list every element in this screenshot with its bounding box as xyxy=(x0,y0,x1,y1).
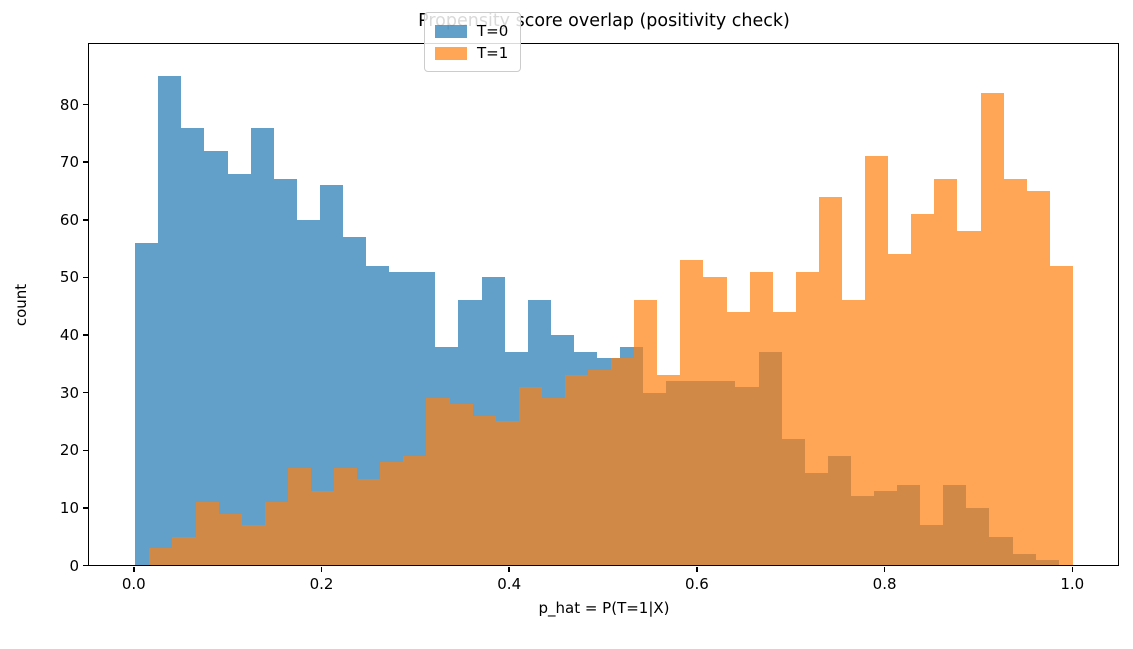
plot-area xyxy=(90,45,1119,566)
x-axis-tick xyxy=(508,567,510,572)
legend-swatch-t0-icon xyxy=(435,24,467,38)
histogram-bar-t1 xyxy=(1049,265,1073,566)
histogram-bar-t1 xyxy=(495,421,519,566)
y-axis-tick xyxy=(83,219,88,221)
histogram-bar-t1 xyxy=(195,502,219,566)
y-axis-tick-label: 80 xyxy=(59,95,79,114)
histogram-bar-t1 xyxy=(334,467,358,566)
x-axis-tick-label: 0.2 xyxy=(309,574,334,593)
histogram-bar-t1 xyxy=(772,312,796,566)
x-axis-tick-label: 0.8 xyxy=(872,574,897,593)
histogram-bar-t0 xyxy=(227,173,251,566)
y-axis-tick-label: 60 xyxy=(59,210,79,229)
histogram-bar-t0 xyxy=(204,150,228,566)
x-axis-tick xyxy=(883,567,886,572)
histogram-bar-t1 xyxy=(472,415,496,566)
histogram-bar-t1 xyxy=(564,375,589,566)
histogram-bar-t1 xyxy=(842,300,866,566)
x-axis-tick xyxy=(1071,567,1074,572)
histogram-bar-t1 xyxy=(287,467,311,566)
y-axis-tick-label: 0 xyxy=(69,556,79,575)
x-axis-label: p_hat = P(T=1|X) xyxy=(538,599,670,617)
histogram-bar-t1 xyxy=(241,525,265,566)
x-axis-tick-label: 0.0 xyxy=(121,574,146,593)
y-axis-tick-label: 30 xyxy=(59,383,79,402)
histogram-bar-t1 xyxy=(541,398,565,566)
y-axis-tick-label: 70 xyxy=(59,153,79,172)
histogram-bar-t1 xyxy=(310,490,335,566)
legend-label-t1: T=1 xyxy=(477,44,509,62)
y-axis-tick xyxy=(83,449,88,452)
histogram-bar-t0 xyxy=(135,242,159,566)
histogram-bar-t1 xyxy=(218,513,242,566)
histogram-bar-t1 xyxy=(911,214,935,566)
histogram-bar-t1 xyxy=(957,231,981,566)
histogram-bar-t1 xyxy=(172,536,196,566)
histogram-bar-t1 xyxy=(980,93,1004,566)
histogram-bar-t1 xyxy=(749,271,773,566)
histogram-bar-t1 xyxy=(726,312,750,566)
y-axis-tick xyxy=(83,334,88,336)
histogram-bar-t1 xyxy=(680,260,704,566)
histogram-bar-t1 xyxy=(818,196,842,566)
histogram-bar-t1 xyxy=(449,404,473,566)
x-axis-tick-label: 0.6 xyxy=(684,574,709,593)
histogram-bar-t1 xyxy=(403,456,427,566)
y-axis-tick xyxy=(83,161,88,163)
y-axis-tick xyxy=(83,507,88,509)
histogram-bar-t1 xyxy=(357,479,381,566)
histogram-bar-t1 xyxy=(657,375,681,566)
histogram-bar-t1 xyxy=(611,358,635,566)
plot-spines xyxy=(88,43,1119,566)
chart-title: Propensity score overlap (positivity che… xyxy=(418,11,790,31)
y-axis-label: count xyxy=(12,283,30,327)
histogram-bar-t1 xyxy=(1026,191,1050,566)
legend-entry-t1: T=1 xyxy=(435,42,508,64)
histogram-bar-t1 xyxy=(264,502,288,566)
histogram-bar-t1 xyxy=(634,300,658,566)
legend-label-t0: T=0 xyxy=(477,22,509,40)
y-axis-tick-label: 40 xyxy=(59,326,79,345)
histogram-bar-t1 xyxy=(1003,179,1027,566)
y-axis-tick xyxy=(83,276,88,279)
histogram-bar-t1 xyxy=(703,277,727,566)
legend-swatch-t1-icon xyxy=(435,46,467,60)
histogram-bar-t0 xyxy=(250,127,274,566)
y-axis-tick-label: 20 xyxy=(59,441,79,460)
histogram-bar-t1 xyxy=(426,398,450,566)
y-axis-tick-label: 50 xyxy=(59,268,79,287)
histogram-bar-t1 xyxy=(588,369,612,566)
histogram-bar-t0 xyxy=(181,127,205,566)
histogram-bar-t1 xyxy=(865,156,889,566)
histogram-bar-t1 xyxy=(518,386,542,566)
x-axis-tick xyxy=(320,567,323,572)
x-axis-tick-label: 1.0 xyxy=(1060,574,1085,593)
legend: T=0 T=1 xyxy=(424,12,522,72)
histogram-bar-t1 xyxy=(380,461,404,566)
y-axis-tick xyxy=(83,103,88,106)
histogram-bar-t0 xyxy=(158,75,182,566)
histogram-bar-t1 xyxy=(934,179,958,566)
histogram-bar-t1 xyxy=(149,548,173,566)
x-axis-tick xyxy=(696,567,698,572)
histogram-bar-t1 xyxy=(795,271,819,566)
y-axis-tick-label: 10 xyxy=(59,498,79,517)
y-axis-tick xyxy=(83,391,88,394)
legend-entry-t0: T=0 xyxy=(435,20,508,42)
x-axis-tick-label: 0.4 xyxy=(497,574,522,593)
x-axis-tick xyxy=(133,567,135,572)
y-axis-tick xyxy=(83,564,88,567)
histogram-bar-t1 xyxy=(888,254,912,566)
